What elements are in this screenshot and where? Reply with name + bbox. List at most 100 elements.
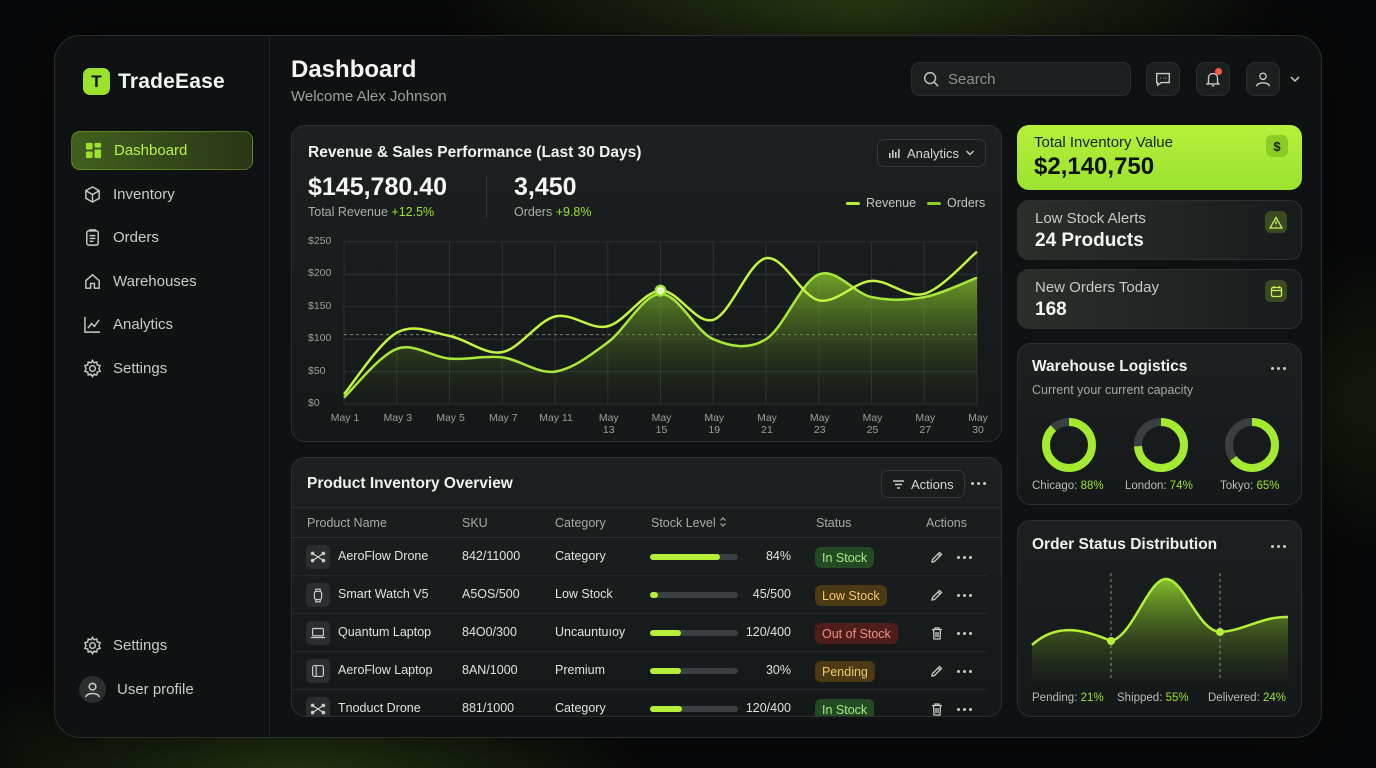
row-more-button[interactable] — [954, 625, 974, 641]
y-tick-label: $0 — [308, 397, 320, 409]
product-sku: 84O0/300 — [462, 625, 517, 639]
total-revenue-label: Total Revenue +12.5% — [308, 205, 434, 219]
series-area-orders — [344, 273, 977, 404]
column-header[interactable]: Product Name — [307, 516, 387, 530]
order-status-line — [1031, 577, 1289, 646]
kpi-label: New Orders Today — [1035, 279, 1159, 296]
gear-icon — [83, 636, 102, 655]
revenue-label-text: Total Revenue — [308, 205, 388, 219]
low-stock-kpi[interactable]: Low Stock Alerts 24 Products — [1017, 200, 1302, 260]
x-tick-label: May 23 — [809, 412, 830, 436]
edit-icon[interactable] — [928, 586, 946, 604]
table-row[interactable]: Smart Watch V5 A5OS/500 Low Stock 45/500 Low… — [292, 576, 987, 614]
actions-button[interactable]: Actions — [881, 470, 965, 498]
app-window: T TradeEase Dashboard Inventory Orders W… — [54, 35, 1322, 738]
nav-item-inventory[interactable]: Inventory — [71, 175, 253, 214]
orders-label: Orders +9.8% — [514, 205, 591, 219]
total-inventory-kpi[interactable]: Total Inventory Value $2,140,750 $ — [1017, 125, 1302, 190]
actions-label: Actions — [911, 476, 954, 492]
nav-item-user-profile[interactable]: User profile — [71, 670, 253, 709]
bell-icon — [1205, 72, 1221, 87]
user-icon — [1256, 72, 1270, 87]
nav-item-settings[interactable]: Settings — [71, 349, 253, 388]
nav-item-settings-bottom[interactable]: Settings — [71, 626, 253, 665]
notification-dot — [1215, 68, 1222, 75]
product-name: Quantum Laptop — [338, 625, 432, 639]
product-category: Low Stock — [555, 587, 613, 601]
more-options-button[interactable] — [1268, 360, 1288, 376]
pending-marker — [1107, 637, 1115, 645]
column-header[interactable]: Status — [816, 516, 852, 530]
donut-fill — [1042, 418, 1096, 472]
stock-level-fill — [650, 630, 681, 636]
box-icon — [85, 185, 100, 203]
table-row[interactable]: AeroFlow Drone 842/11000 Category 84% In Sto… — [292, 538, 987, 576]
row-more-button[interactable] — [954, 701, 974, 716]
notifications-button[interactable] — [1196, 62, 1230, 96]
table-header: Product Name SKU Category Stock Level St… — [292, 507, 1001, 538]
status-label-pending: Pending: 21% — [1032, 692, 1104, 704]
edit-icon[interactable] — [928, 548, 946, 566]
stock-level-bar — [650, 706, 738, 712]
y-tick-label: $250 — [308, 235, 332, 247]
nav-item-warehouses[interactable]: Warehouses — [71, 262, 253, 301]
nav-label: Settings — [113, 637, 168, 654]
product-sku: 8AN/1000 — [462, 663, 518, 677]
highlight-point[interactable] — [654, 284, 667, 297]
nav-label: Analytics — [113, 316, 174, 334]
stock-level-value: 120/400 — [745, 701, 791, 715]
search-box[interactable] — [911, 62, 1131, 96]
bottom-nav: Settings User profile — [71, 626, 253, 713]
donut-fill — [1225, 418, 1279, 472]
messages-button[interactable] — [1146, 62, 1180, 96]
kpi-value: 168 — [1035, 299, 1067, 320]
product-category: Premium — [555, 663, 606, 677]
nav-item-dashboard[interactable]: Dashboard — [71, 131, 253, 170]
row-more-button[interactable] — [954, 587, 974, 603]
gear-icon — [83, 359, 102, 378]
dollar-icon: $ — [1266, 135, 1288, 157]
new-orders-kpi[interactable]: New Orders Today 168 — [1017, 269, 1302, 329]
nav-item-analytics[interactable]: Analytics — [71, 305, 253, 344]
column-header[interactable]: SKU — [462, 516, 488, 530]
x-tick-label: May 27 — [915, 412, 936, 436]
product-name: AeroFlow Laptop — [338, 663, 433, 677]
status-badge: Low Stock — [815, 585, 887, 606]
y-tick-label: $100 — [308, 332, 332, 345]
grid-icon — [85, 142, 102, 159]
analytics-dropdown[interactable]: Analytics — [877, 139, 987, 167]
profile-button[interactable] — [1246, 62, 1280, 96]
page-title: Dashboard — [291, 56, 417, 83]
filter-icon — [893, 479, 904, 489]
product-category: Category — [555, 549, 606, 563]
stock-level-value: 45/500 — [752, 587, 791, 601]
warehouse-label-chicago: Chicago: 88% — [1032, 480, 1104, 492]
search-input[interactable] — [948, 70, 1118, 88]
orders-label-text: Orders — [514, 205, 553, 219]
more-options-button[interactable] — [968, 475, 988, 491]
stock-level-fill — [650, 668, 681, 674]
chevron-down-icon[interactable] — [1289, 74, 1301, 84]
revenue-line-chart — [343, 241, 978, 405]
nav-item-orders[interactable]: Orders — [71, 218, 253, 257]
row-more-button[interactable] — [954, 663, 974, 679]
kpi-divider — [486, 176, 487, 218]
more-options-button[interactable] — [1268, 538, 1288, 554]
edit-icon[interactable] — [928, 662, 946, 680]
status-badge: Pending — [815, 661, 875, 682]
brand[interactable]: T TradeEase — [83, 68, 225, 95]
warehouse-label-tokyo: Tokyo: 65% — [1220, 480, 1279, 492]
product-category: Uncauntuıoy — [555, 625, 626, 639]
home-icon — [85, 273, 100, 289]
table-row[interactable]: Tnoduct Drone 881/1000 Category 120/400 In S… — [292, 690, 987, 716]
trash-icon[interactable] — [928, 624, 946, 642]
search-icon — [923, 71, 939, 87]
column-header[interactable]: Category — [555, 516, 606, 530]
row-more-button[interactable] — [954, 549, 974, 565]
trash-icon[interactable] — [928, 700, 946, 716]
column-header-sortable[interactable]: Stock Level — [651, 516, 727, 530]
table-row[interactable]: AeroFlow Laptop 8AN/1000 Premium 30% Pending — [292, 652, 987, 690]
status-name: Delivered: — [1208, 692, 1260, 704]
nav-label: Inventory — [113, 185, 175, 203]
table-row[interactable]: Quantum Laptop 84O0/300 Uncauntuıoy 120/400… — [292, 614, 987, 652]
